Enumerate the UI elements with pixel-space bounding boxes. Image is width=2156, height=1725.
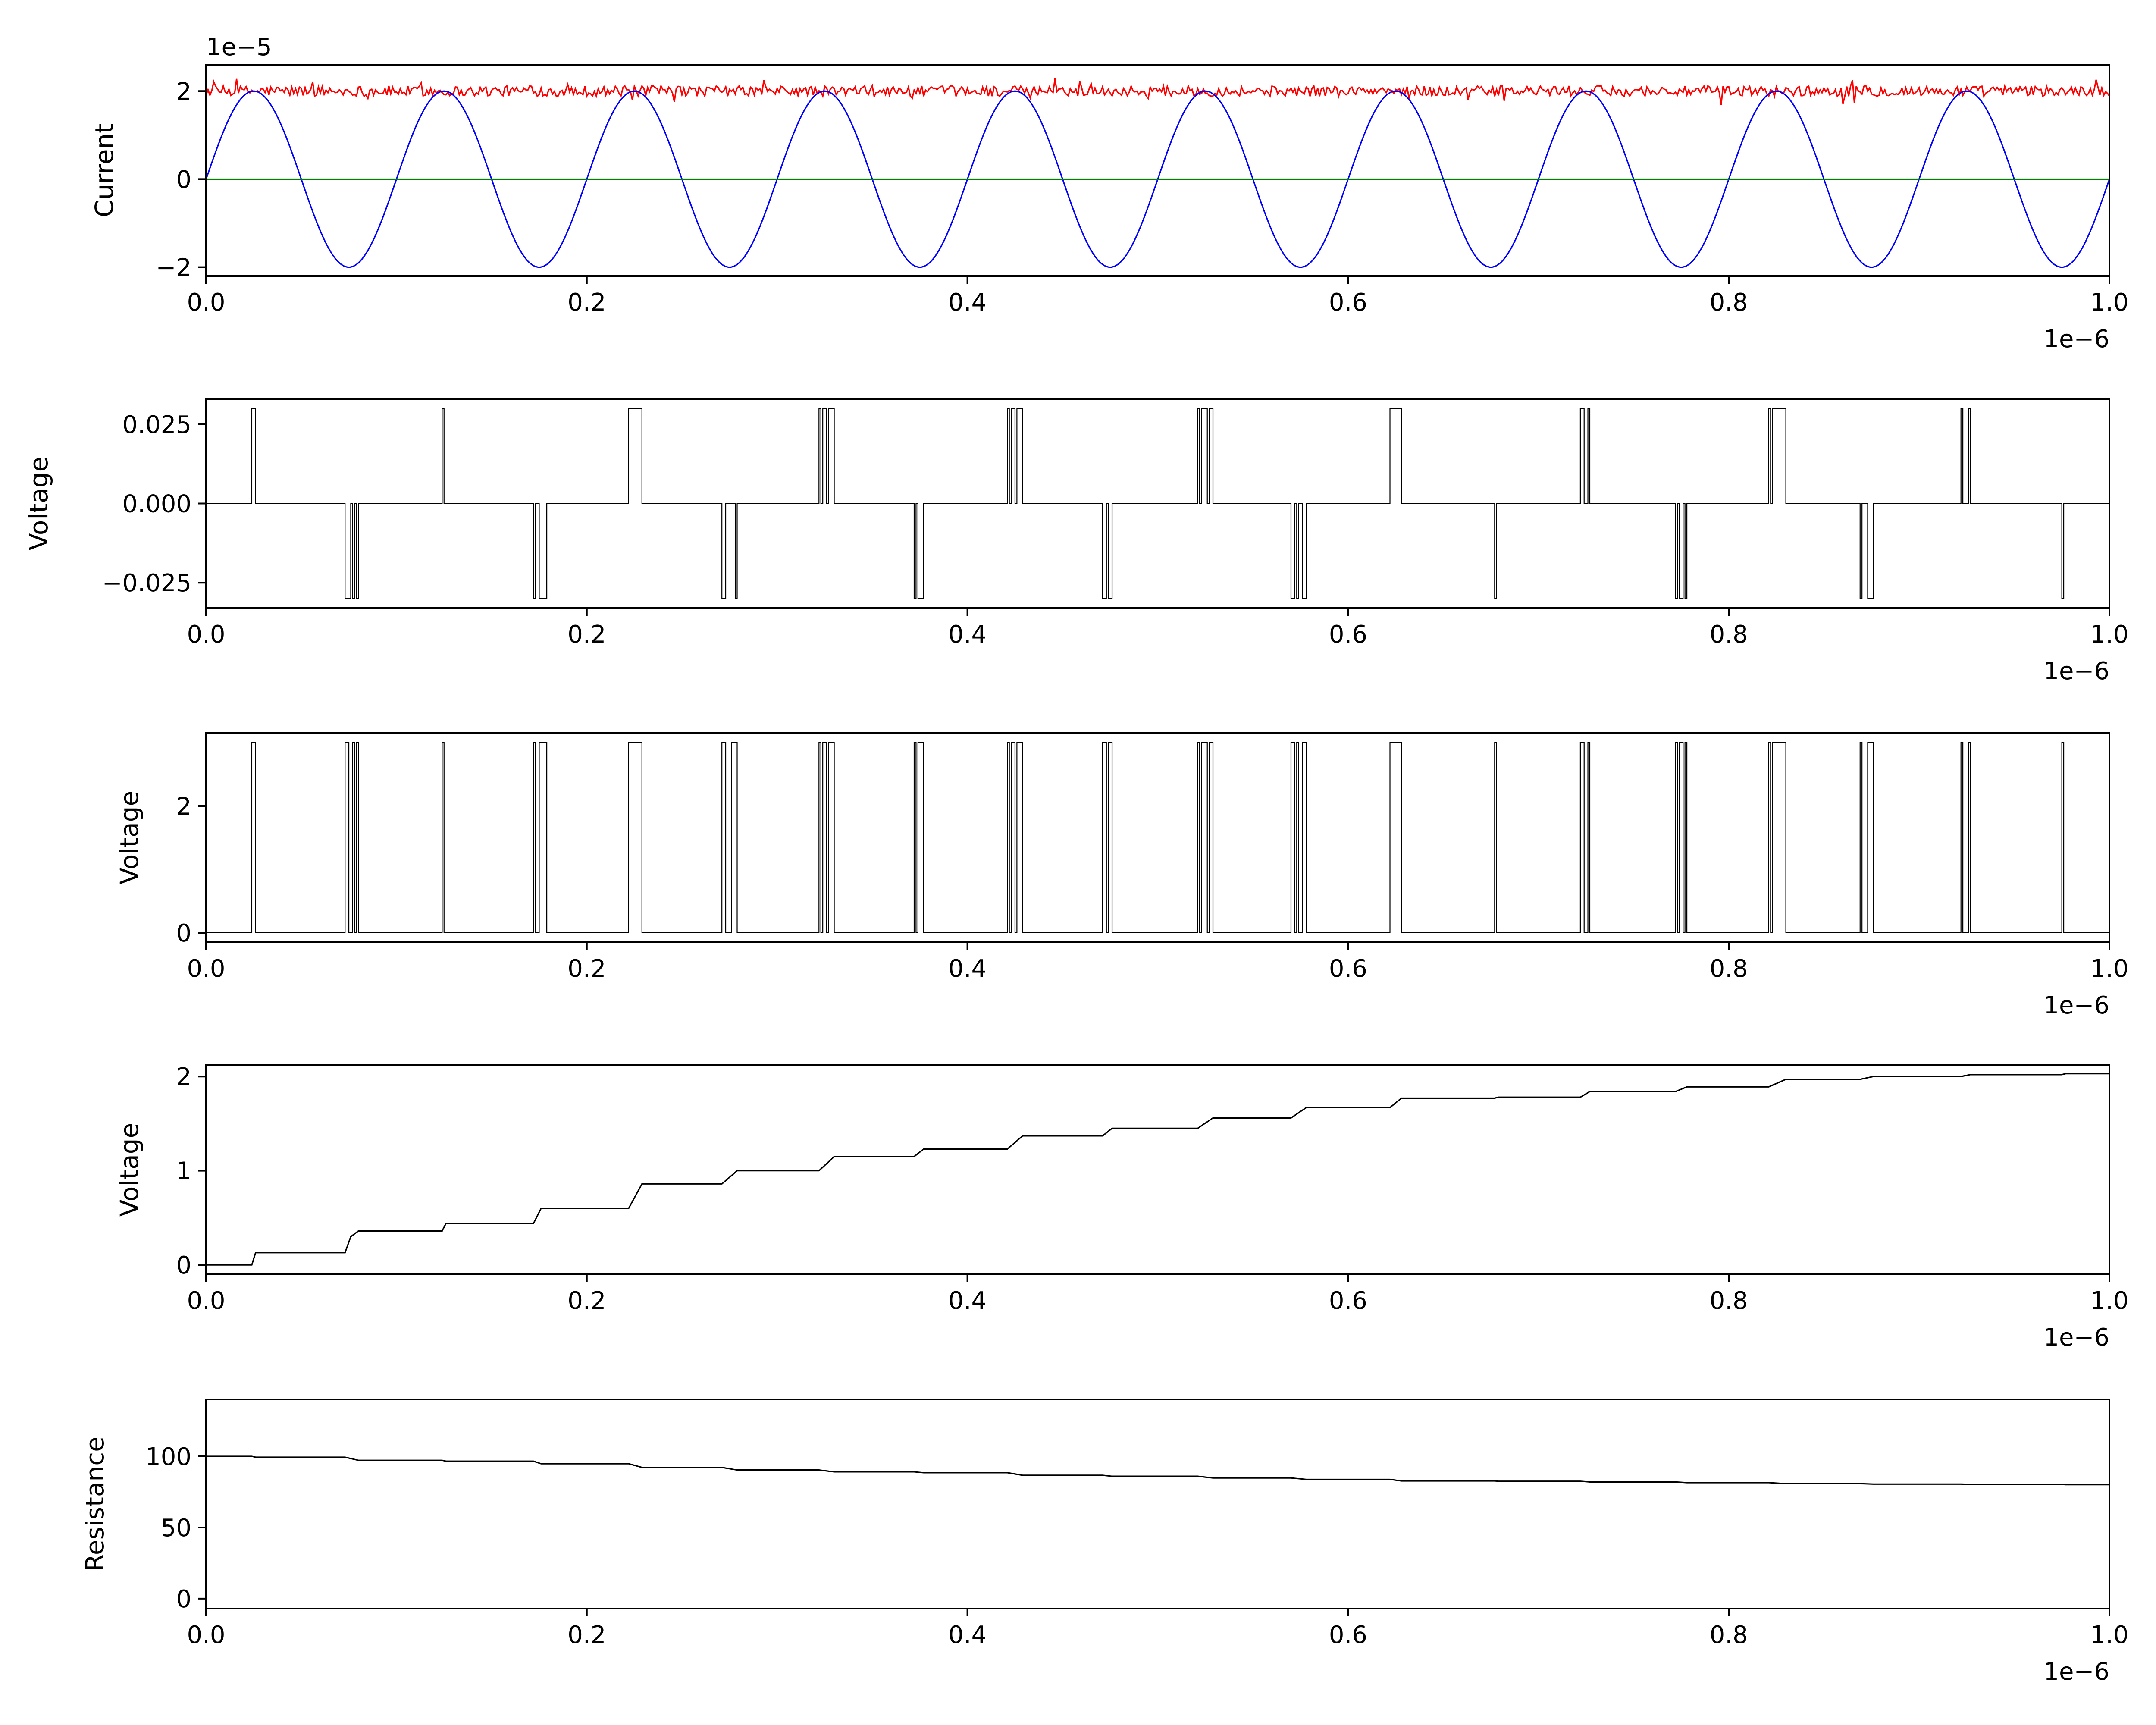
plot-area bbox=[206, 78, 2109, 268]
x-tick-label: 0.0 bbox=[187, 955, 225, 983]
subplot-2: 0.0 0.2 0.4 0.6 0.8 1.0 1e−6 −0.025 0.000 0.025 Vo… bbox=[24, 398, 2129, 685]
y-axis-label: Current bbox=[90, 123, 119, 217]
y-tick-label: 0.000 bbox=[122, 490, 191, 518]
x-tick-label: 0.6 bbox=[1329, 955, 1367, 983]
x-tick-label: 0.0 bbox=[187, 1287, 225, 1315]
x-offset-label: 1e−6 bbox=[2043, 1658, 2109, 1686]
axes-frame bbox=[205, 64, 2110, 277]
x-tick-label: 1.0 bbox=[2090, 955, 2128, 983]
plot-area bbox=[206, 1455, 2109, 1486]
y-axis-label: Voltage bbox=[115, 791, 144, 885]
x-tick-label: 0.8 bbox=[1710, 621, 1748, 649]
y-tick-label: 0.025 bbox=[122, 411, 191, 439]
y-tick-label: 1 bbox=[176, 1157, 191, 1186]
series-line-1 bbox=[206, 408, 2109, 599]
axes-frame bbox=[205, 1399, 2110, 1609]
x-tick-label: 0.8 bbox=[1710, 1621, 1748, 1649]
y-tick-label: 0 bbox=[176, 1251, 191, 1280]
x-tick-label: 0.6 bbox=[1329, 1287, 1367, 1315]
x-tick-label: 0.2 bbox=[567, 289, 606, 317]
y-offset-label: 1e−5 bbox=[206, 33, 272, 61]
x-tick-label: 0.2 bbox=[567, 621, 606, 649]
x-tick-label: 0.8 bbox=[1710, 955, 1748, 983]
x-tick-label: 0.0 bbox=[187, 1621, 225, 1649]
y-tick-label: 0 bbox=[176, 166, 191, 194]
x-tick-label: 0.8 bbox=[1710, 289, 1748, 317]
x-tick-label: 0.2 bbox=[567, 1621, 606, 1649]
series-line-1 bbox=[206, 1455, 2109, 1486]
subplot-4: 0.0 0.2 0.4 0.6 0.8 1.0 1e−6 0 1 2 Voltage bbox=[115, 1063, 2129, 1352]
x-offset-label: 1e−6 bbox=[2043, 325, 2109, 353]
x-tick-label: 0.4 bbox=[948, 621, 987, 649]
x-tick-label: 1.0 bbox=[2090, 1621, 2128, 1649]
y-tick-label: −0.025 bbox=[102, 569, 191, 597]
x-offset-label: 1e−6 bbox=[2043, 991, 2109, 1019]
y-tick-label: 0 bbox=[176, 919, 191, 947]
y-tick-label: 2 bbox=[176, 1063, 191, 1091]
x-tick-label: 0.0 bbox=[187, 289, 225, 317]
y-tick-label: 100 bbox=[145, 1443, 191, 1471]
subplot-3: 0.0 0.2 0.4 0.6 0.8 1.0 1e−6 0 2 Voltage bbox=[115, 732, 2129, 1019]
x-tick-label: 0.2 bbox=[567, 955, 606, 983]
x-tick-label: 0.4 bbox=[948, 1287, 987, 1315]
x-tick-label: 0.2 bbox=[567, 1287, 606, 1315]
series-line-1 bbox=[206, 742, 2109, 934]
x-tick-label: 0.4 bbox=[948, 1621, 987, 1649]
y-tick-label: −2 bbox=[156, 254, 191, 282]
x-tick-label: 0.8 bbox=[1710, 1287, 1748, 1315]
x-tick-label: 0.0 bbox=[187, 621, 225, 649]
y-tick-label: 0 bbox=[176, 1585, 191, 1613]
axes-frame bbox=[205, 732, 2110, 943]
x-tick-label: 0.4 bbox=[948, 289, 987, 317]
plot-area bbox=[206, 742, 2109, 934]
axes-frame bbox=[205, 1064, 2110, 1275]
series-line-1 bbox=[206, 78, 2109, 105]
plot-area bbox=[206, 408, 2109, 599]
series-line-1 bbox=[206, 1073, 2109, 1266]
x-tick-label: 0.4 bbox=[948, 955, 987, 983]
y-axis-label: Voltage bbox=[24, 457, 53, 551]
x-tick-label: 1.0 bbox=[2090, 621, 2128, 649]
plot-area bbox=[206, 1073, 2109, 1266]
y-axis-label: Resistance bbox=[80, 1436, 110, 1571]
x-tick-label: 0.6 bbox=[1329, 289, 1367, 317]
y-tick-label: 50 bbox=[161, 1514, 191, 1542]
y-axis-label: Voltage bbox=[115, 1123, 144, 1217]
x-tick-label: 0.6 bbox=[1329, 621, 1367, 649]
x-tick-label: 1.0 bbox=[2090, 1287, 2128, 1315]
x-tick-label: 1.0 bbox=[2090, 289, 2128, 317]
x-offset-label: 1e−6 bbox=[2043, 657, 2109, 685]
y-tick-label: 2 bbox=[176, 78, 191, 106]
subplot-1: 0.0 0.2 0.4 0.6 0.8 1.0 1e−6 −2 0 2 1e−5 Current bbox=[90, 33, 2129, 353]
x-tick-label: 0.6 bbox=[1329, 1621, 1367, 1649]
x-offset-label: 1e−6 bbox=[2043, 1324, 2109, 1352]
y-tick-label: 2 bbox=[176, 793, 191, 821]
subplot-5: 0.0 0.2 0.4 0.6 0.8 1.0 1e−6 0 50 100 Resistance bbox=[80, 1399, 2129, 1686]
